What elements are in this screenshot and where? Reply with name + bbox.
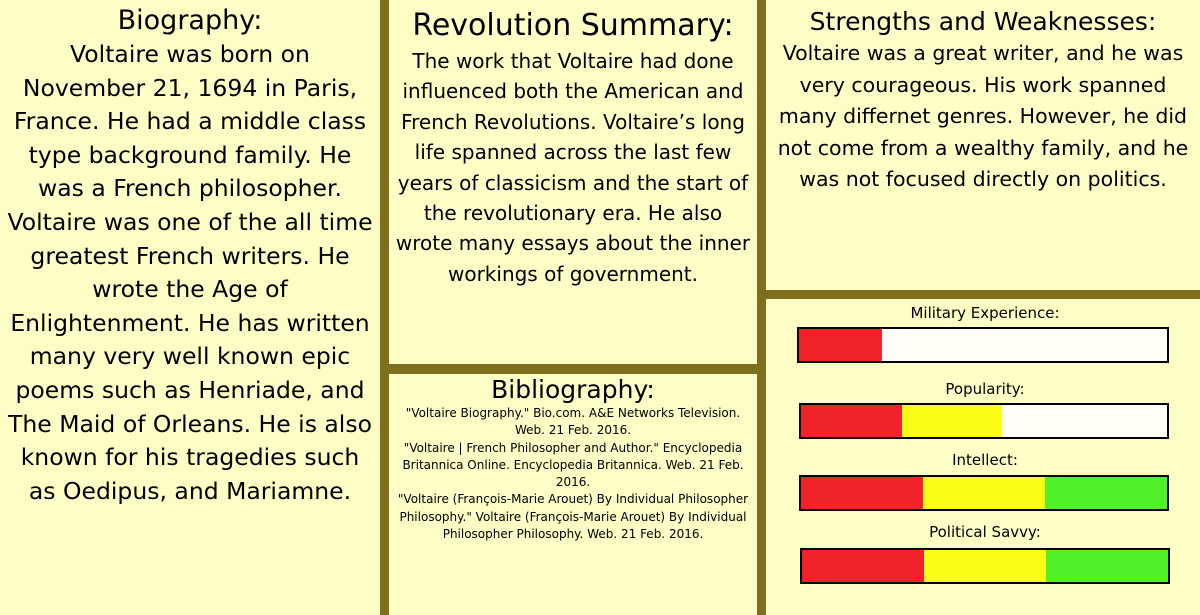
stat-bar-political-savvy [800, 548, 1170, 584]
biography-title: Biography: [117, 5, 263, 36]
divider-right [757, 0, 766, 615]
divider-middle-horizontal [389, 364, 757, 374]
stat-bar-segment-yellow [923, 477, 1045, 509]
bibliography-title: Bibliography: [491, 375, 655, 404]
stat-bar-segment-yellow [924, 550, 1046, 582]
biography-panel: Biography: Voltaire was born on November… [0, 4, 380, 612]
stat-bar-intellect [799, 475, 1169, 511]
revolution-summary-panel: Revolution Summary: The work that Voltai… [389, 6, 757, 364]
stat-label-military-experience: Military Experience: [910, 304, 1060, 322]
divider-left [380, 0, 389, 615]
stat-bar-segment-red [801, 405, 902, 437]
stat-bar-military-experience [797, 327, 1169, 363]
revolution-summary-text: The work that Voltaire had done influenc… [395, 49, 751, 286]
stat-label-popularity: Popularity: [945, 380, 1025, 398]
stat-bar-segment-red [802, 550, 924, 582]
strengths-weaknesses-title: Strengths and Weaknesses: [809, 7, 1157, 36]
divider-right-horizontal [766, 290, 1200, 299]
bibliography-panel: Bibliography: "Voltaire Biography." Bio.… [389, 374, 757, 609]
bibliography-citation: "Voltaire | French Philosopher and Autho… [402, 440, 744, 490]
stat-bar-popularity [799, 403, 1169, 439]
stat-bar-segment-red [799, 329, 882, 361]
biography-text: Voltaire was born on November 21, 1694 i… [7, 40, 373, 505]
bibliography-citation: "Voltaire Biography." Bio.com. A&E Netwo… [405, 406, 741, 438]
revolution-summary-title: Revolution Summary: [412, 8, 734, 43]
stat-label-intellect: Intellect: [952, 451, 1018, 469]
stat-label-political-savvy: Political Savvy: [929, 523, 1041, 541]
strengths-weaknesses-text: Voltaire was a great writer, and he was … [777, 41, 1189, 191]
stat-bar-segment-yellow [901, 405, 1003, 437]
stat-bar-segment-green [1045, 477, 1167, 509]
bibliography-list: "Voltaire Biography." Bio.com. A&E Netwo… [395, 405, 751, 543]
strengths-weaknesses-panel: Strengths and Weaknesses: Voltaire was a… [766, 6, 1200, 290]
stat-bar-segment-green [1046, 550, 1168, 582]
stat-bar-segment-red [801, 477, 923, 509]
bibliography-citation: "Voltaire (François-Marie Arouet) By Ind… [397, 492, 749, 542]
